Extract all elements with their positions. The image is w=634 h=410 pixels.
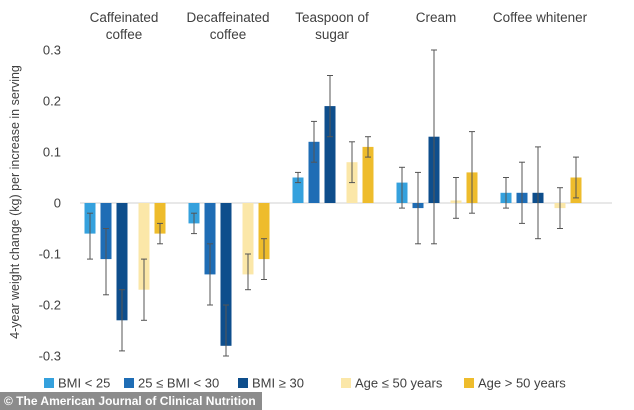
category-label: Cream xyxy=(416,10,457,25)
legend-label: 25 ≤ BMI < 30 xyxy=(138,376,219,391)
legend-item: Age ≤ 50 years xyxy=(341,376,443,391)
bar xyxy=(204,203,216,275)
error-bar xyxy=(365,136,371,158)
y-tick-label: 0 xyxy=(54,196,61,211)
legend-item: BMI < 25 xyxy=(44,376,110,391)
error-bar xyxy=(141,258,147,321)
legend-swatch xyxy=(238,378,248,388)
error-bar xyxy=(311,120,317,163)
error-bar xyxy=(399,166,405,209)
y-tick-label: -0.2 xyxy=(39,298,61,313)
bars-group xyxy=(84,106,582,346)
category-label: Caffeinated coffee xyxy=(90,10,159,42)
error-bar xyxy=(431,49,437,245)
legend-swatch xyxy=(341,378,351,388)
error-bar xyxy=(573,156,579,199)
error-bar xyxy=(349,141,355,184)
error-bar xyxy=(453,177,459,219)
legend-label: Age ≤ 50 years xyxy=(355,376,443,391)
legend: BMI < 25 25 ≤ BMI < 30 BMI ≥ 30 Age ≤ 50 ye… xyxy=(44,376,566,391)
error-bar xyxy=(87,212,93,260)
y-tick-label: 0.1 xyxy=(43,145,61,160)
legend-item: Age > 50 years xyxy=(464,376,566,391)
bar xyxy=(116,203,128,321)
error-bar xyxy=(191,212,197,235)
category-labels: Caffeinated coffee Decaffeinated coffee Teas… xyxy=(90,10,588,42)
y-axis-ticks: 0.3 0.2 0.1 0 -0.1 -0.2 -0.3 xyxy=(39,43,61,364)
error-bar xyxy=(295,171,301,184)
error-bar xyxy=(261,238,267,280)
bar xyxy=(220,203,232,346)
source-credit: © The American Journal of Clinical Nutri… xyxy=(0,392,262,410)
bar xyxy=(258,203,270,260)
category-label: Decaffeinated coffee xyxy=(186,10,269,42)
y-axis-label: 4-year weight change (kg) per increase i… xyxy=(8,65,22,339)
error-bar xyxy=(207,243,213,306)
legend-label: BMI ≥ 30 xyxy=(252,376,304,391)
bar xyxy=(362,146,374,203)
error-bar xyxy=(415,171,421,245)
y-tick-label: -0.1 xyxy=(39,247,61,262)
legend-item: 25 ≤ BMI < 30 xyxy=(124,376,219,391)
bar xyxy=(138,203,150,290)
error-bar xyxy=(469,131,475,214)
error-bar xyxy=(535,146,541,240)
error-bar xyxy=(103,228,109,296)
y-tick-label: 0.3 xyxy=(43,43,61,58)
legend-swatch xyxy=(124,378,134,388)
legend-item: BMI ≥ 30 xyxy=(238,376,304,391)
error-bar xyxy=(519,161,525,224)
error-bar xyxy=(327,75,333,138)
category-label: Teaspoon of sugar xyxy=(295,10,369,42)
legend-swatch xyxy=(44,378,54,388)
error-bar xyxy=(245,253,251,291)
legend-swatch xyxy=(464,378,474,388)
y-tick-label: 0.2 xyxy=(43,94,61,109)
category-label: Coffee whitener xyxy=(493,10,588,25)
error-bar xyxy=(223,304,229,357)
bar xyxy=(308,141,320,203)
y-tick-label: -0.3 xyxy=(39,349,61,364)
error-bar xyxy=(157,222,163,245)
error-bar xyxy=(119,289,125,352)
bar xyxy=(154,203,166,234)
error-bar xyxy=(503,177,509,209)
legend-label: Age > 50 years xyxy=(478,376,566,391)
bar xyxy=(324,106,336,203)
bar xyxy=(242,203,254,275)
legend-label: BMI < 25 xyxy=(58,376,110,391)
bar xyxy=(292,177,304,203)
error-bars-group xyxy=(87,49,579,357)
error-bar xyxy=(557,187,563,229)
